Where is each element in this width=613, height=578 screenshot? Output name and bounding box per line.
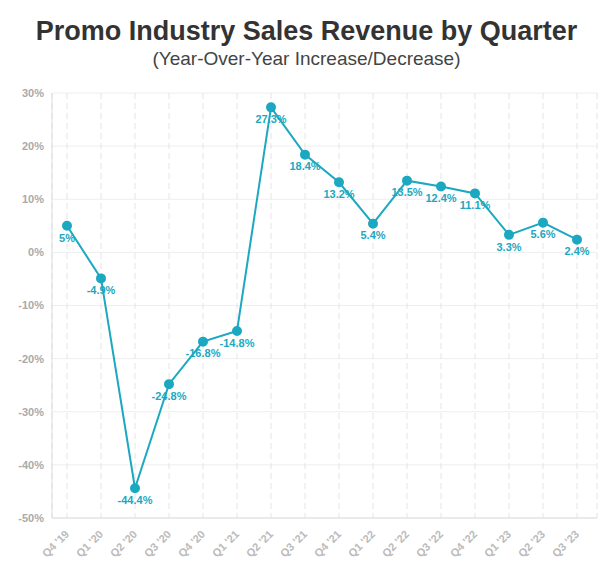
svg-text:-30%: -30% — [18, 406, 44, 418]
svg-text:11.1%: 11.1% — [460, 199, 491, 211]
svg-text:5.6%: 5.6% — [530, 228, 555, 240]
svg-text:10%: 10% — [22, 193, 44, 205]
svg-text:0%: 0% — [28, 246, 44, 258]
html-text:Promo Industry Sales Revenue b: Promo Industry Sales Revenue by Quarter — [35, 16, 578, 46]
svg-text:-4.9%: -4.9% — [87, 284, 116, 296]
svg-text:Q3 '23: Q3 '23 — [550, 528, 582, 560]
svg-text:3.3%: 3.3% — [496, 241, 521, 253]
svg-text:Q4 '22: Q4 '22 — [448, 528, 480, 560]
svg-text:Q4 '19: Q4 '19 — [40, 528, 72, 560]
svg-text:Q2 '22: Q2 '22 — [380, 528, 412, 560]
svg-text:Q2 '23: Q2 '23 — [516, 528, 548, 560]
svg-text:20%: 20% — [22, 140, 44, 152]
svg-text:Q2 '21: Q2 '21 — [244, 528, 276, 560]
svg-text:-50%: -50% — [18, 512, 44, 524]
svg-text:-44.4%: -44.4% — [118, 494, 153, 506]
svg-text:-40%: -40% — [18, 459, 44, 471]
svg-text:30%: 30% — [22, 87, 44, 99]
svg-text:Q1 '20: Q1 '20 — [74, 528, 106, 560]
svg-text:-14.8%: -14.8% — [220, 337, 255, 349]
svg-text:5%: 5% — [59, 232, 75, 244]
svg-text:12.4%: 12.4% — [425, 192, 456, 204]
svg-text:Q3 '20: Q3 '20 — [142, 528, 174, 560]
svg-text:Q4 '21: Q4 '21 — [312, 528, 344, 560]
svg-text:5.4%: 5.4% — [360, 229, 385, 241]
svg-text:Q2 '20: Q2 '20 — [108, 528, 140, 560]
svg-text:2.4%: 2.4% — [564, 245, 589, 257]
svg-text:Q3 '21: Q3 '21 — [278, 528, 310, 560]
svg-text:Q1 '21: Q1 '21 — [210, 528, 242, 560]
svg-text:Q1 '23: Q1 '23 — [482, 528, 514, 560]
svg-text:Q1 '22: Q1 '22 — [346, 528, 378, 560]
svg-text:-24.8%: -24.8% — [152, 390, 187, 402]
svg-text:Q3 '22: Q3 '22 — [414, 528, 446, 560]
svg-text:27.3%: 27.3% — [255, 113, 286, 125]
svg-text:-20%: -20% — [18, 353, 44, 365]
svg-text:Q4 '20: Q4 '20 — [176, 528, 208, 560]
svg-text:13.2%: 13.2% — [323, 188, 354, 200]
svg-text:18.4%: 18.4% — [289, 160, 320, 172]
svg-text:-10%: -10% — [18, 299, 44, 311]
svg-text:13.5%: 13.5% — [391, 186, 422, 198]
svg-text:-16.8%: -16.8% — [186, 347, 221, 359]
html-text:(Year-Over-Year Increase/Decre: (Year-Over-Year Increase/Decrease) — [152, 48, 461, 69]
